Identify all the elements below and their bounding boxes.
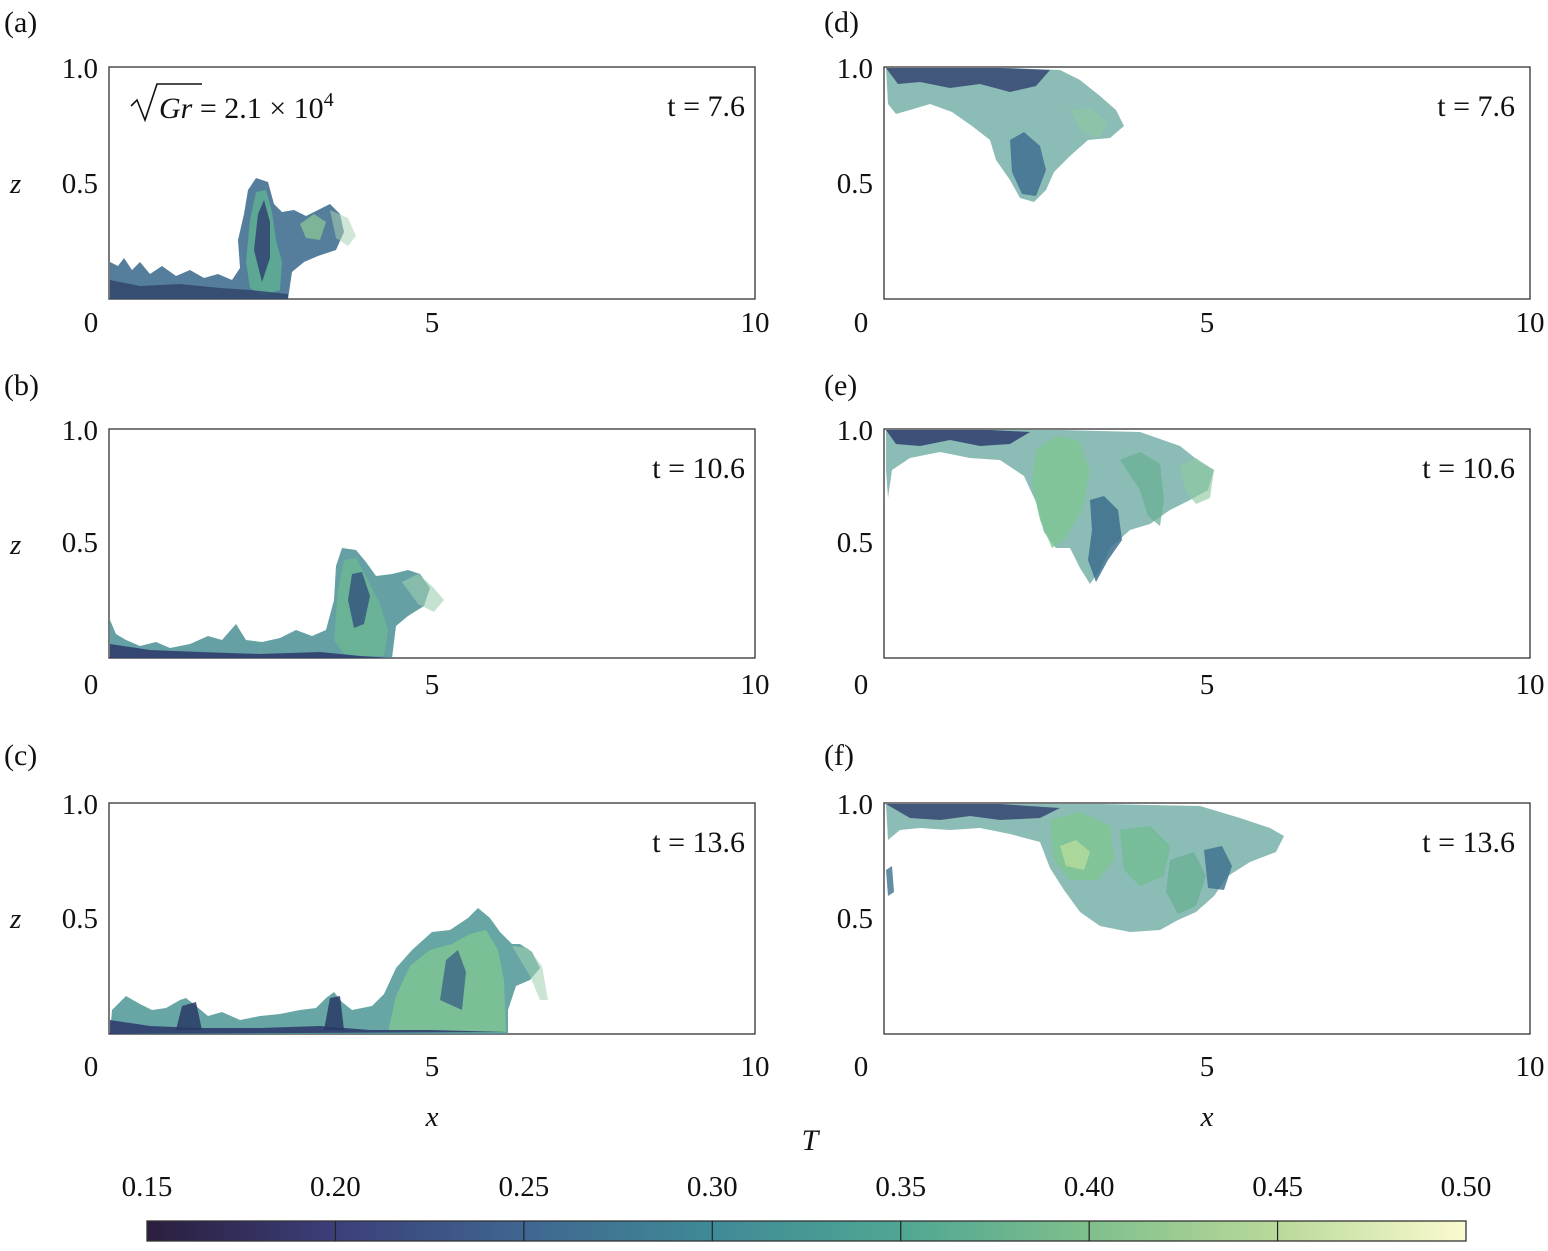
ytick-d-0.5: 0.5 xyxy=(837,168,873,200)
ylabel-b: z xyxy=(9,529,21,561)
svg-text:(b): (b) xyxy=(4,369,39,402)
ytick-b-1.0: 1.0 xyxy=(62,415,98,447)
panel-d: (d) 1.0 0.5 0 5 10 t = 7.6 xyxy=(824,6,1545,339)
ytick-a-0.5: 0.5 xyxy=(62,168,98,200)
xtick-c-0: 0 xyxy=(84,1051,99,1083)
xtick-f-10: 10 xyxy=(1516,1051,1545,1083)
xlabel-right: x xyxy=(1200,1101,1214,1133)
ytick-d-1.0: 1.0 xyxy=(837,53,873,85)
colorbar-tick-label: 0.40 xyxy=(1064,1171,1115,1203)
ylabel-a: z xyxy=(9,168,21,200)
temperature-field-c xyxy=(110,908,548,1034)
sqrt-sign xyxy=(130,83,202,123)
time-label-b: t = 10.6 xyxy=(652,452,745,485)
colorbar-tick-label: 0.15 xyxy=(122,1171,173,1203)
ytick-e-1.0: 1.0 xyxy=(837,415,873,447)
time-label-d: t = 7.6 xyxy=(1437,90,1515,123)
panel-f: (f) 1.0 0.5 0 5 10 t = 13.6 x xyxy=(824,739,1545,1133)
temperature-field-d xyxy=(886,68,1124,202)
xtick-e-5: 5 xyxy=(1200,669,1215,701)
svg-text:(c): (c) xyxy=(4,739,37,772)
temperature-field-f xyxy=(886,804,1284,932)
panel-c: (c) 1.0 0.5 z 0 5 10 t = 13.6 x xyxy=(4,739,770,1133)
colorbar-tick-label: 0.20 xyxy=(310,1171,361,1203)
temperature-field-a xyxy=(110,178,356,299)
grashof-annotation: Gr = 2.1 × 104 xyxy=(130,83,334,125)
panel-label-e: (e) xyxy=(824,369,857,402)
panel-label-b: (b) xyxy=(4,369,39,402)
ytick-a-1.0: 1.0 xyxy=(62,53,98,85)
panel-a: (a) 1.0 0.5 z 0 5 10 t = 7.6 Gr = 2.1 × … xyxy=(4,6,770,339)
colorbar-tick-label: 0.25 xyxy=(498,1171,549,1203)
panel-label-f: (f) xyxy=(824,739,854,772)
xtick-b-10: 10 xyxy=(741,669,770,701)
xtick-a-5: 5 xyxy=(425,307,440,339)
plot-frame-a xyxy=(108,66,756,300)
colorbar: T 0.15 0.20 0.25 0.30 0.35 0.40 0.45 0.50 xyxy=(122,1124,1492,1242)
time-label-e: t = 10.6 xyxy=(1422,452,1515,485)
colorbar-tick-label: 0.45 xyxy=(1252,1171,1303,1203)
plot-frame-f xyxy=(883,802,1531,1035)
svg-text:(d): (d) xyxy=(824,6,859,39)
xtick-d-5: 5 xyxy=(1200,307,1215,339)
xtick-f-0: 0 xyxy=(854,1051,869,1083)
gr-symbol: Gr xyxy=(159,92,193,125)
panel-label-c: (c) xyxy=(4,739,37,772)
time-label-f: t = 13.6 xyxy=(1422,826,1515,859)
time-label-a: t = 7.6 xyxy=(667,90,745,123)
xtick-e-10: 10 xyxy=(1516,669,1545,701)
temperature-field-b xyxy=(110,548,444,658)
xtick-a-0: 0 xyxy=(84,307,99,339)
panel-label-d: (d) xyxy=(824,6,859,39)
plot-frame-d xyxy=(883,66,1531,300)
plot-frame-e xyxy=(883,428,1531,659)
temperature-field-e xyxy=(886,430,1214,584)
xtick-d-0: 0 xyxy=(854,307,869,339)
ytick-c-1.0: 1.0 xyxy=(62,789,98,821)
xtick-b-5: 5 xyxy=(425,669,440,701)
gr-value: = 2.1 × 10 xyxy=(192,92,323,125)
panel-e: (e) 1.0 0.5 0 5 10 t = 10.6 xyxy=(824,369,1545,701)
xtick-d-10: 10 xyxy=(1516,307,1545,339)
ytick-f-1.0: 1.0 xyxy=(837,789,873,821)
ylabel-c: z xyxy=(9,903,21,935)
svg-text:Gr = 2.1 × 104: Gr = 2.1 × 104 xyxy=(159,89,334,125)
colorbar-tick-label: 0.50 xyxy=(1441,1171,1492,1203)
colorbar-tick-label: 0.30 xyxy=(687,1171,738,1203)
xlabel-left: x xyxy=(425,1101,439,1133)
xtick-f-5: 5 xyxy=(1200,1051,1215,1083)
xtick-c-10: 10 xyxy=(741,1051,770,1083)
time-label-c: t = 13.6 xyxy=(652,826,745,859)
svg-text:(e): (e) xyxy=(824,369,857,402)
panel-b: (b) 1.0 0.5 z 0 5 10 t = 10.6 xyxy=(4,369,770,701)
ytick-c-0.5: 0.5 xyxy=(62,903,98,935)
xtick-a-10: 10 xyxy=(741,307,770,339)
colorbar-title: T xyxy=(802,1124,821,1157)
gr-exponent: 4 xyxy=(324,89,334,111)
xtick-b-0: 0 xyxy=(84,669,99,701)
xtick-e-0: 0 xyxy=(854,669,869,701)
colorbar-tick-label: 0.35 xyxy=(875,1171,926,1203)
ytick-b-0.5: 0.5 xyxy=(62,527,98,559)
ytick-f-0.5: 0.5 xyxy=(837,903,873,935)
plot-frame-b xyxy=(108,428,756,659)
svg-text:(a): (a) xyxy=(4,6,37,39)
xtick-c-5: 5 xyxy=(425,1051,440,1083)
colorbar-gradient-bar xyxy=(146,1220,1467,1242)
svg-text:(f): (f) xyxy=(824,739,854,772)
colorbar-ticks: 0.15 0.20 0.25 0.30 0.35 0.40 0.45 0.50 xyxy=(122,1171,1492,1241)
panel-label-a: (a) xyxy=(4,6,37,39)
ytick-e-0.5: 0.5 xyxy=(837,527,873,559)
